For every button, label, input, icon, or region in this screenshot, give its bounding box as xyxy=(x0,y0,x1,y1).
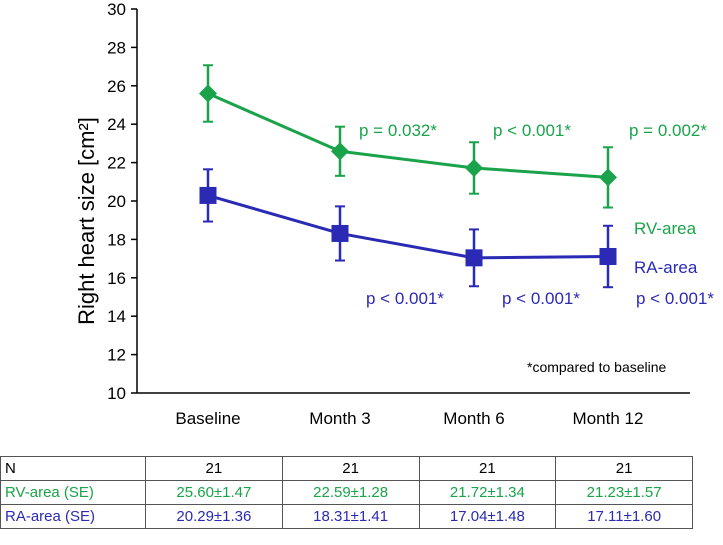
y-tick-label: 28 xyxy=(107,38,126,57)
x-tick-label: Month 6 xyxy=(443,409,504,428)
table-cell: 21 xyxy=(555,456,693,481)
data-point xyxy=(465,158,483,177)
series-ra-area: p < 0.001* p < 0.001* p < 0.001* RA-area xyxy=(199,168,714,308)
table-cell: 21.72±1.34 xyxy=(418,480,557,505)
p-value-label: p < 0.001* xyxy=(366,289,444,308)
table-cell: 20.29±1.36 xyxy=(145,504,283,529)
table-cell: 17.04±1.48 xyxy=(418,504,557,529)
row-header: N xyxy=(0,456,146,481)
x-tick-label: Baseline xyxy=(175,409,240,428)
table-row: RA-area (SE) 20.29±1.36 18.31±1.41 17.04±1.… xyxy=(0,504,693,529)
row-header: RA-area (SE) xyxy=(0,504,146,529)
table-cell: 25.60±1.47 xyxy=(145,480,283,505)
data-point xyxy=(199,186,217,204)
y-tick-label: 10 xyxy=(107,384,126,403)
series-rv-area: p = 0.032* p < 0.001* p = 0.002* RV-area xyxy=(199,64,707,238)
table-cell: 21.23±1.57 xyxy=(555,480,693,505)
data-point xyxy=(599,168,617,187)
table-cell: 21 xyxy=(281,456,420,481)
x-tick-label: Month 3 xyxy=(309,409,370,428)
y-tick-label: 18 xyxy=(107,230,126,249)
data-point xyxy=(199,84,217,103)
y-tick-label: 12 xyxy=(107,346,126,365)
data-point xyxy=(331,224,349,242)
y-tick-label: 26 xyxy=(107,77,126,96)
series-line xyxy=(207,92,609,179)
data-point xyxy=(599,247,617,265)
data-table: N 21 21 21 21 RV-area (SE) 25.60±1.47 22.59±1.2… xyxy=(0,456,693,529)
table-cell: 17.11±1.60 xyxy=(555,504,693,529)
table-row: RV-area (SE) 25.60±1.47 22.59±1.28 21.72±1.… xyxy=(0,480,693,505)
series-line xyxy=(207,193,609,260)
data-point xyxy=(465,249,483,267)
legend-entry: RA-area xyxy=(634,258,698,277)
table-cell: 18.31±1.41 xyxy=(281,504,420,529)
y-axis-label: Right heart size [cm²] xyxy=(74,117,99,325)
table-cell: 21 xyxy=(145,456,283,481)
axes: 10 12 14 16 18 20 22 24 26 28 30 Baseline Month 3 Mon… xyxy=(107,0,690,428)
y-tick-label: 22 xyxy=(107,154,126,173)
legend-entry: RV-area xyxy=(634,219,697,238)
line-chart: 10 12 14 16 18 20 22 24 26 28 30 Baseline Month 3 Mon… xyxy=(74,0,714,428)
row-header: RV-area (SE) xyxy=(0,480,146,505)
y-tick-label: 14 xyxy=(107,307,126,326)
table-row: N 21 21 21 21 xyxy=(0,456,693,481)
p-value-label: p < 0.001* xyxy=(502,289,580,308)
p-value-label: p < 0.001* xyxy=(493,121,571,140)
y-tick-label: 24 xyxy=(107,115,126,134)
footnote: *compared to baseline xyxy=(527,359,667,375)
x-tick-label: Month 12 xyxy=(573,409,644,428)
table-cell: 22.59±1.28 xyxy=(281,480,420,505)
p-value-label: p = 0.002* xyxy=(629,121,707,140)
y-tick-label: 30 xyxy=(107,0,126,19)
p-value-label: p < 0.001* xyxy=(636,289,714,308)
p-value-label: p = 0.032* xyxy=(359,121,437,140)
y-tick-label: 16 xyxy=(107,269,126,288)
table-cell: 21 xyxy=(418,456,557,481)
data-point xyxy=(331,142,349,161)
y-tick-label: 20 xyxy=(107,192,126,211)
